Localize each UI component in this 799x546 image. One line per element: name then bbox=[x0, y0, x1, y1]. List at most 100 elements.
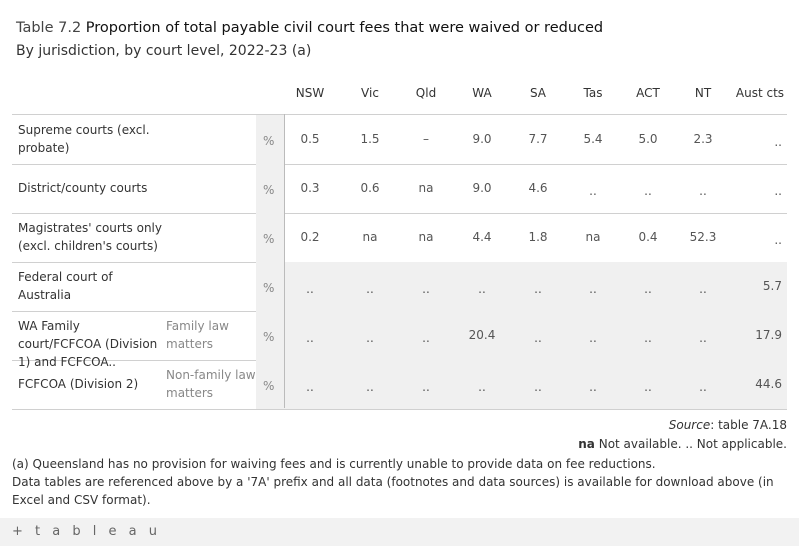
row-unit: % bbox=[263, 232, 275, 246]
column-header: Qld bbox=[415, 86, 437, 100]
table-cell: .. bbox=[422, 282, 430, 296]
table-cell: .. bbox=[644, 380, 652, 394]
row-sublabel: Non-family law matters bbox=[166, 368, 256, 400]
table-subtitle: By jurisdiction, by court level, 2022-23… bbox=[16, 43, 312, 59]
table-cell: .. bbox=[478, 282, 486, 296]
row-label: WA Family court/FCFCOA (Division 1) and … bbox=[18, 319, 158, 369]
table-cell: 20.4 bbox=[468, 328, 496, 342]
table-cell: 52.3 bbox=[689, 230, 717, 244]
table-cell: 2.3 bbox=[693, 132, 713, 146]
row-unit: % bbox=[263, 183, 275, 197]
table-cell: .. bbox=[774, 233, 782, 247]
table-cell: na bbox=[362, 230, 378, 244]
tableau-logo[interactable]: + t a b l e a u bbox=[12, 524, 161, 539]
unit-cell-bg bbox=[256, 311, 284, 360]
table-cell: .. bbox=[589, 331, 597, 345]
tableau-footer: + t a b l e a u bbox=[0, 518, 799, 546]
column-divider bbox=[284, 114, 285, 408]
table-cell: .. bbox=[644, 331, 652, 345]
table-cell: 0.5 bbox=[300, 132, 320, 146]
legend-na: na bbox=[578, 437, 595, 451]
column-header: WA bbox=[472, 86, 492, 100]
table-cell: .. bbox=[306, 282, 314, 296]
table-cell: na bbox=[418, 181, 434, 195]
table-cell: 0.4 bbox=[638, 230, 658, 244]
table-cell: .. bbox=[699, 380, 707, 394]
row-label: FCFCOA (Division 2) bbox=[18, 377, 139, 391]
table-cell: .. bbox=[534, 331, 542, 345]
table-cell: .. bbox=[366, 380, 374, 394]
table-title-text: Proportion of total payable civil court … bbox=[85, 20, 604, 36]
row-unit: % bbox=[263, 281, 275, 295]
table-cell: .. bbox=[366, 282, 374, 296]
unit-cell-bg bbox=[256, 213, 284, 262]
table-cell: .. bbox=[589, 184, 597, 198]
table-cell: 1.5 bbox=[360, 132, 380, 146]
column-header: Vic bbox=[361, 86, 379, 100]
table-cell: .. bbox=[306, 331, 314, 345]
row-label: District/county courts bbox=[18, 181, 148, 195]
table-cell: .. bbox=[774, 135, 782, 149]
row-label: Supreme courts (excl. probate) bbox=[18, 123, 150, 155]
header-divider bbox=[12, 114, 787, 115]
row-label: Federal court of Australia bbox=[18, 270, 113, 302]
table-cell: 0.2 bbox=[300, 230, 320, 244]
table-cell: .. bbox=[699, 331, 707, 345]
table-cell: 44.6 bbox=[755, 377, 782, 391]
row-label: Magistrates' courts only (excl. children… bbox=[18, 221, 162, 253]
table-title: Table 7.2 Proportion of total payable ci… bbox=[16, 20, 603, 36]
table-cell: .. bbox=[644, 282, 652, 296]
table-cell: 1.8 bbox=[528, 230, 548, 244]
unit-cell-bg bbox=[256, 360, 284, 409]
table-cell: .. bbox=[774, 184, 782, 198]
table-cell: 17.9 bbox=[755, 328, 782, 342]
table-cell: 9.0 bbox=[472, 132, 492, 146]
table-cell: .. bbox=[589, 282, 597, 296]
footnote-b: Data tables are referenced above by a '7… bbox=[12, 475, 774, 507]
table-row: District/county courts% 0.3 0.6 na 9.0 4.6...… bbox=[12, 164, 787, 214]
column-header: NSW bbox=[295, 86, 325, 100]
row-data-area bbox=[284, 311, 787, 360]
table-cell: 7.7 bbox=[528, 132, 548, 146]
source-text: : table 7A.18 bbox=[710, 418, 787, 432]
table-cell: na bbox=[585, 230, 601, 244]
source-note: Source: table 7A.18 bbox=[669, 418, 787, 432]
row-unit: % bbox=[263, 134, 275, 148]
table-cell: .. bbox=[366, 331, 374, 345]
table-cell: .. bbox=[422, 331, 430, 345]
table-cell: .. bbox=[699, 282, 707, 296]
table-cell: .. bbox=[534, 282, 542, 296]
table-cell: 9.0 bbox=[472, 181, 492, 195]
table-cell: 4.6 bbox=[528, 181, 548, 195]
column-header: ACT bbox=[636, 86, 660, 100]
table-cell: 4.4 bbox=[472, 230, 492, 244]
table-row: Supreme courts (excl. probate)% 0.5 1.5 – 9.… bbox=[12, 115, 787, 165]
table-cell: 5.0 bbox=[638, 132, 658, 146]
row-data-area bbox=[284, 360, 787, 409]
table-row: Magistrates' courts only (excl. children… bbox=[12, 213, 787, 263]
row-sublabel: Family law matters bbox=[166, 319, 229, 351]
unit-cell-bg bbox=[256, 115, 284, 164]
table-cell: 0.3 bbox=[300, 181, 320, 195]
legend-note: na Not available. .. Not applicable. bbox=[578, 437, 787, 451]
column-header: SA bbox=[529, 86, 547, 100]
table-cell: 0.6 bbox=[360, 181, 380, 195]
footnote-a: (a) Queensland has no provision for waiv… bbox=[12, 457, 656, 471]
unit-cell-bg bbox=[256, 164, 284, 213]
table-cell: .. bbox=[422, 380, 430, 394]
table-cell: .. bbox=[306, 380, 314, 394]
table-cell: .. bbox=[478, 380, 486, 394]
source-label: Source bbox=[668, 418, 711, 432]
table-cell: – bbox=[423, 132, 429, 146]
table-cell: .. bbox=[699, 184, 707, 198]
table-cell: na bbox=[418, 230, 434, 244]
table-cell: .. bbox=[534, 380, 542, 394]
table-cell: .. bbox=[589, 380, 597, 394]
row-data-area bbox=[284, 262, 787, 311]
table-number: Table 7.2 bbox=[16, 20, 82, 36]
unit-cell-bg bbox=[256, 262, 284, 311]
column-header: Aust cts bbox=[735, 86, 785, 100]
table-row: Federal court of Australia%.............… bbox=[12, 262, 787, 312]
table-cell: .. bbox=[644, 184, 652, 198]
table-row: FCFCOA (Division 2) Non-family law matter… bbox=[12, 360, 787, 410]
